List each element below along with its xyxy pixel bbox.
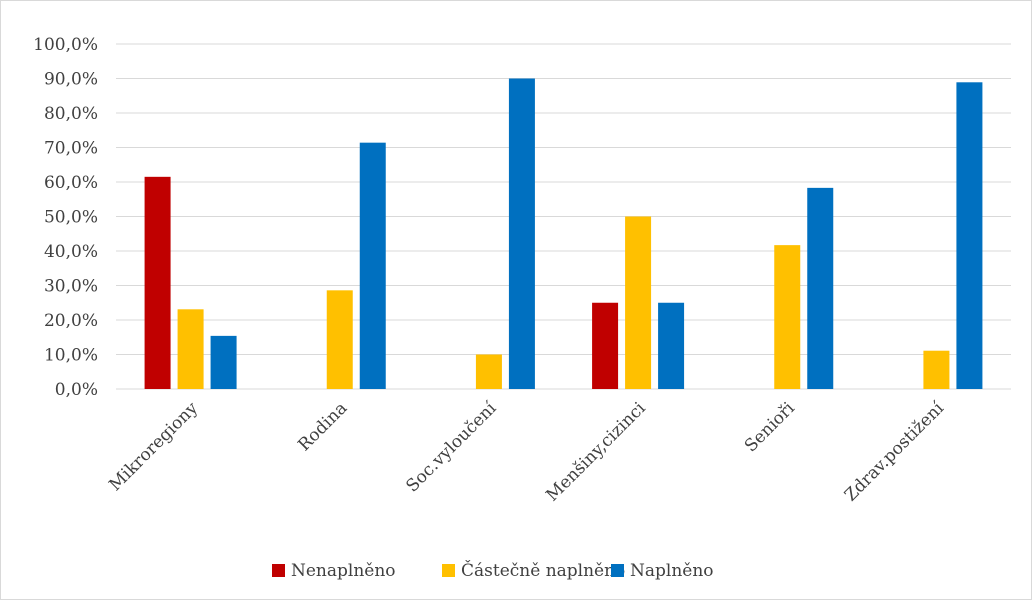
y-tick-label: 50,0% [44,208,98,228]
legend: Nenaplněno Částečně naplněno Naplněno [272,560,714,581]
legend-label: Částečně naplněno [461,560,625,581]
bar [956,82,983,390]
legend-swatch [442,564,455,577]
y-tick-label: 90,0% [44,70,98,90]
legend-swatch [611,564,624,577]
legend-entry: Částečně naplněno [442,560,625,581]
bar [210,335,237,389]
x-tick-label: Rodina [294,398,351,455]
y-tick-label: 80,0% [44,104,98,124]
legend-label: Nenaplněno [291,561,396,581]
bar [177,309,204,389]
bar [475,354,502,389]
bar [658,302,685,389]
x-tick-label: Menšiny,cizinci [542,398,650,506]
x-tick-label: Senioři [741,398,799,456]
bar [807,187,834,389]
bars [144,78,983,390]
bar [144,176,171,389]
y-tick-label: 0,0% [55,380,98,400]
bar [359,142,386,389]
x-axis-ticks: Mikroregiony Rodina Soc.vyloučení Menšiny,c… [105,398,948,506]
gridlines [116,43,1011,390]
y-tick-label: 60,0% [44,173,98,193]
y-tick-label: 30,0% [44,277,98,297]
y-tick-label: 10,0% [44,346,98,366]
x-tick-label: Soc.vyloučení [402,398,500,496]
y-tick-label: 70,0% [44,139,98,159]
y-tick-label: 20,0% [44,311,98,331]
legend-swatch [272,564,285,577]
legend-label: Naplněno [630,561,714,581]
bar [774,245,801,389]
legend-entry: Naplněno [611,561,714,581]
x-tick-label: Zdrav.postižení [841,398,948,505]
bar [326,290,353,389]
bar [508,78,535,389]
y-tick-label: 100,0% [33,35,98,55]
bar [625,216,652,389]
bar [923,350,950,389]
y-axis-ticks: 0,0% 10,0% 20,0% 30,0% 40,0% 50,0% 60,0% 70,0% 8… [33,35,98,400]
x-tick-label: Mikroregiony [105,398,202,495]
legend-entry: Nenaplněno [272,561,396,581]
y-tick-label: 40,0% [44,242,98,262]
bar [592,302,619,389]
